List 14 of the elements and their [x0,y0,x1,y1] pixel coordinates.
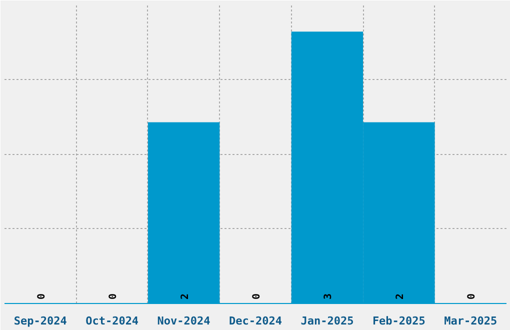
data-label: 0 [252,293,262,300]
x-tick-label: Jan-2025 [300,314,354,328]
x-tick-label: Feb-2025 [372,314,426,328]
data-label: 0 [108,293,120,300]
data-label: 0 [36,293,48,300]
data-label: 2 [394,293,406,300]
x-tick-label: Mar-2025 [444,314,498,328]
x-tick-label: Sep-2024 [14,314,68,328]
data-label: 0 [466,293,478,300]
data-label: 3 [323,293,334,300]
x-tick-label: Oct-2024 [86,314,139,328]
x-tick-label: Nov-2024 [157,314,211,328]
x-tick-label: Dec-2024 [229,314,282,328]
data-label: 2 [180,293,191,300]
